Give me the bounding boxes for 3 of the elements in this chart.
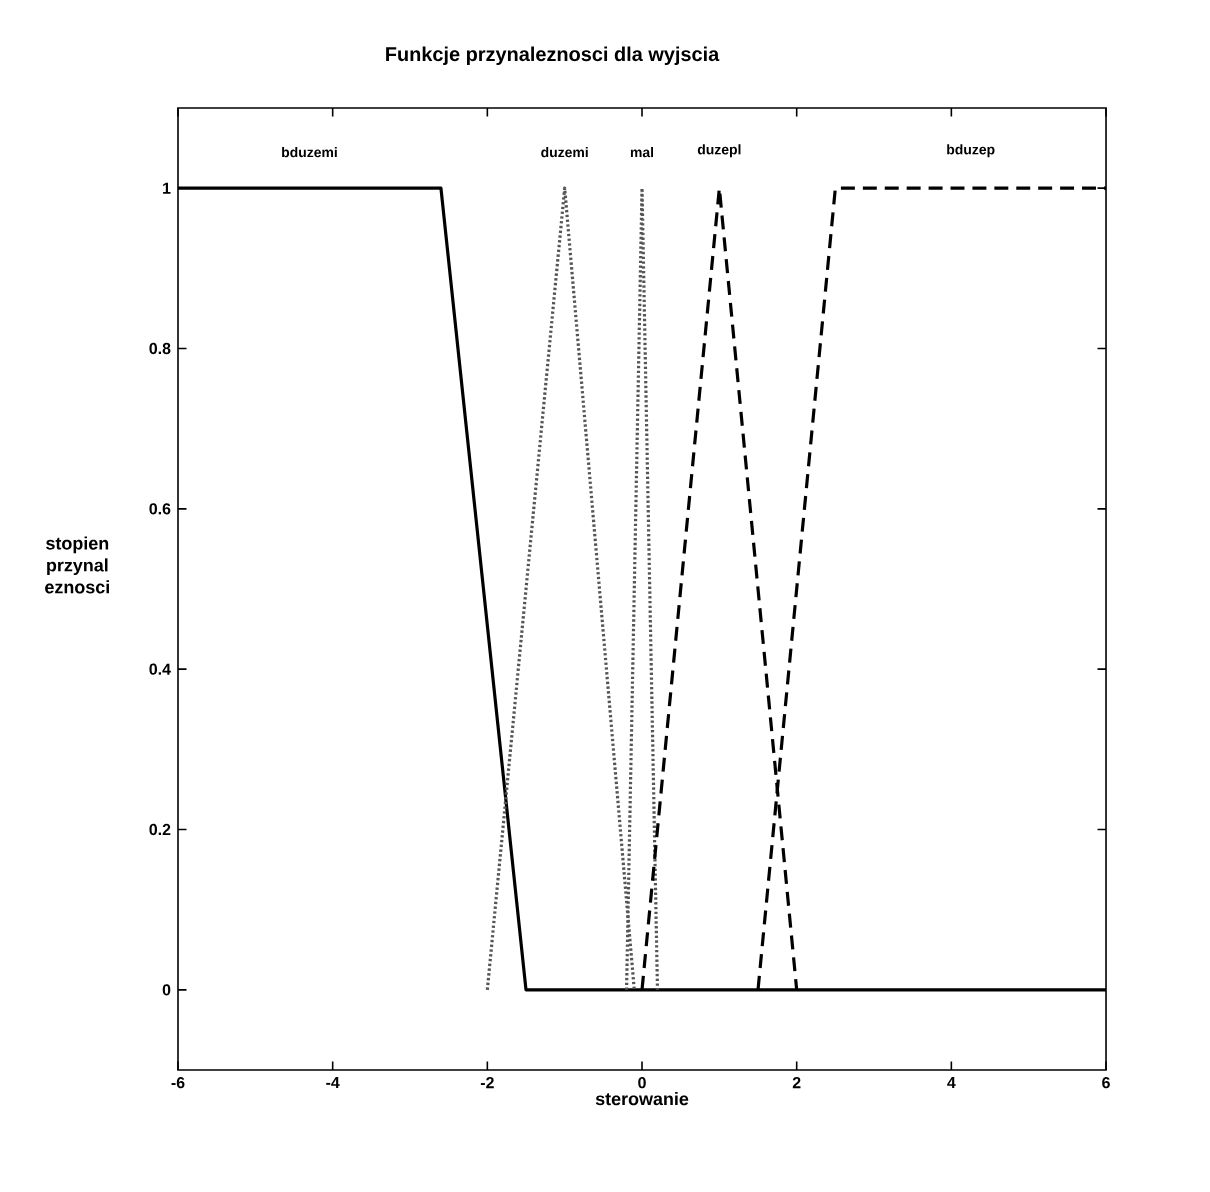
chart-title: Funkcje przynaleznosci dla wyjscia	[386, 46, 720, 66]
x-axis-title: sterowanie	[595, 1092, 689, 1106]
y-axis-title: stopien przynal eznosci	[45, 536, 109, 594]
